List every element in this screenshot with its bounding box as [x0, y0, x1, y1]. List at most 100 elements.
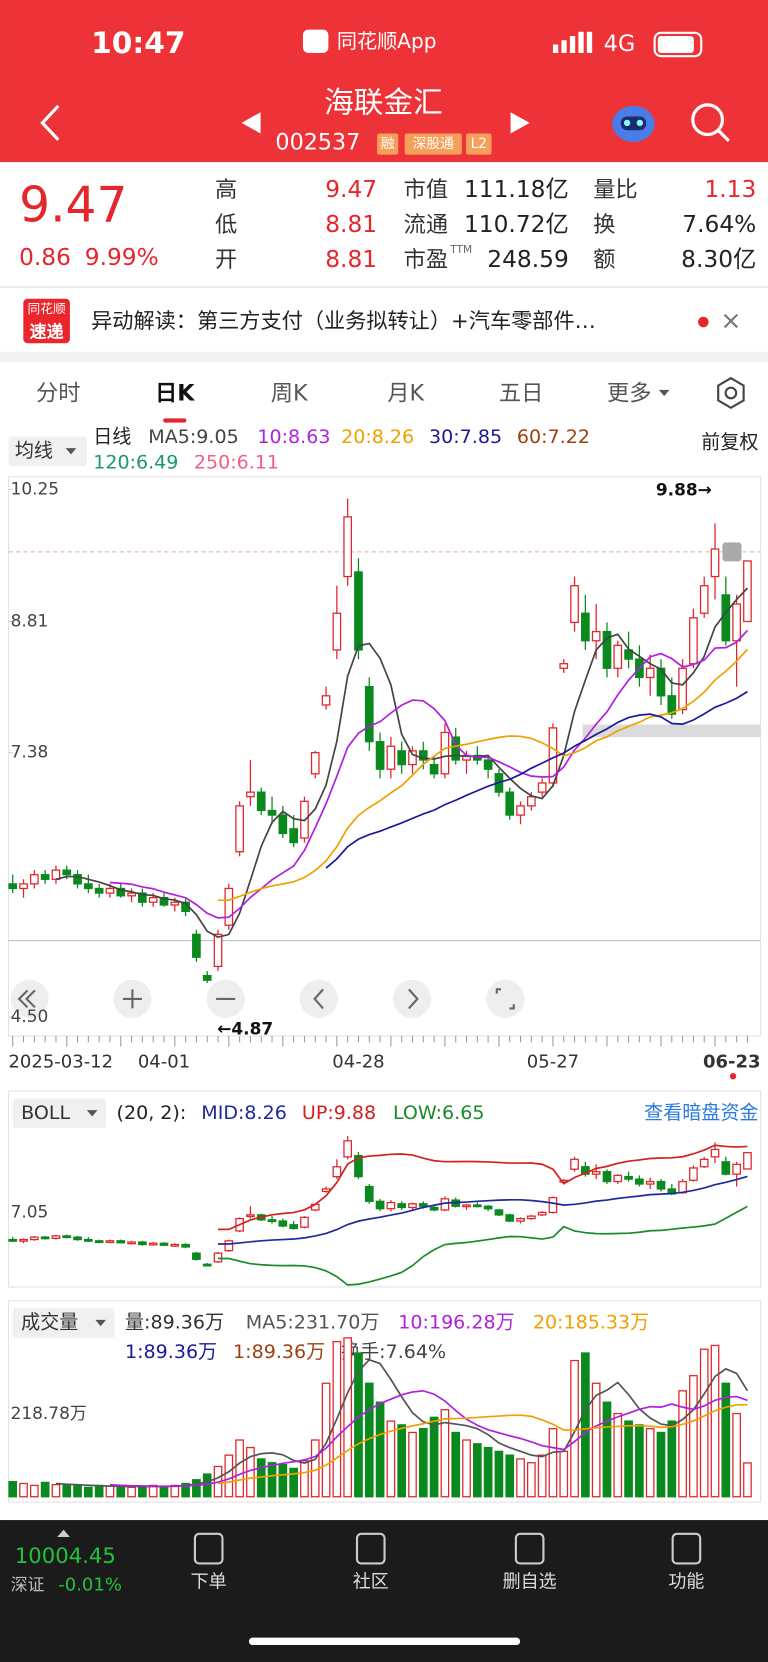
boll-candle-body — [386, 1201, 396, 1210]
volume-bar — [699, 1348, 709, 1498]
ma-line — [109, 629, 749, 919]
volume-bar — [667, 1420, 677, 1498]
chart-control-button[interactable] — [393, 979, 432, 1018]
tab[interactable]: 五日 — [499, 381, 543, 407]
volume-bar — [462, 1439, 471, 1498]
next-stock[interactable] — [510, 112, 530, 134]
volume-bar — [73, 1485, 82, 1498]
volume-ma-line — [217, 1403, 748, 1485]
volume-legend-item: 10:196.28万 — [398, 1312, 514, 1334]
boll-candle-body — [472, 1204, 482, 1208]
y-tick-label: 10.25 — [11, 478, 60, 498]
tag-box — [404, 133, 462, 155]
tab[interactable]: 日K — [155, 381, 195, 407]
nav-label[interactable]: 功能 — [668, 1572, 704, 1593]
boll-legend-item: MID:8.26 — [201, 1102, 287, 1124]
settings-icon[interactable] — [717, 376, 745, 410]
chart-control-button[interactable] — [486, 979, 525, 1018]
stat-label: 低 — [215, 212, 237, 238]
boll-candle-body — [73, 1236, 82, 1241]
boll-candle-body — [527, 1215, 536, 1220]
divider — [0, 286, 768, 289]
volume-bar — [732, 1412, 741, 1498]
news-text[interactable]: 异动解读：第三方支付（业务拟转让）+汽车零部件… — [91, 308, 596, 333]
boll-candle-body — [300, 1216, 309, 1228]
ma-legend-item: 20:8.26 — [341, 426, 414, 448]
volume-bar — [62, 1484, 72, 1498]
volume-bar — [494, 1450, 504, 1498]
boll-link[interactable]: 查看暗盘资金 — [644, 1102, 758, 1124]
volume-bar — [300, 1460, 309, 1498]
candle-body — [332, 612, 342, 651]
volume-legend-item: 1:89.36万 — [125, 1341, 217, 1363]
battery — [653, 31, 703, 58]
boll-legend-item: LOW:6.65 — [393, 1102, 484, 1124]
nav-icon[interactable] — [355, 1532, 386, 1565]
adjust[interactable]: 前复权 — [701, 431, 758, 453]
tab[interactable]: 更多 — [607, 381, 651, 407]
tag: 深股通 — [413, 136, 455, 152]
boll-candle-body — [94, 1240, 104, 1244]
volume-legend-item: 1:89.36万 — [233, 1341, 325, 1363]
boll-candle-body — [267, 1219, 277, 1223]
volume-bar — [721, 1382, 731, 1498]
boll-candle-body — [624, 1175, 633, 1180]
nav-label[interactable]: 下单 — [191, 1572, 227, 1593]
candle-body — [537, 782, 547, 793]
boll-candle-body — [51, 1235, 61, 1239]
tab[interactable]: 月K — [387, 381, 425, 407]
candle-body — [516, 805, 525, 816]
candle-body — [213, 933, 223, 968]
candle-body — [354, 571, 363, 651]
candle-body — [386, 745, 396, 770]
boll-candle-body — [364, 1185, 374, 1202]
stat-value: 111.18亿 — [464, 176, 569, 203]
ma-selector[interactable] — [8, 436, 87, 467]
chart-control-button[interactable] — [299, 979, 338, 1018]
tab[interactable]: 周K — [271, 381, 309, 407]
y-tick-label: 218.78万 — [11, 1403, 87, 1423]
boll-candle-body — [581, 1166, 590, 1175]
candle-body — [127, 892, 136, 897]
candle-body — [246, 791, 255, 798]
volume-bar — [375, 1401, 385, 1498]
candle-body — [527, 796, 536, 807]
nav-icon[interactable] — [514, 1532, 545, 1565]
volume-selector-label: 成交量 — [21, 1312, 78, 1334]
candle-body — [148, 897, 158, 903]
boll-candle-body — [537, 1211, 547, 1216]
nav-label[interactable]: 社区 — [353, 1572, 389, 1593]
nav-icon[interactable] — [671, 1532, 702, 1565]
settings-dot — [724, 386, 738, 400]
candle-body — [483, 759, 493, 770]
assistant[interactable] — [612, 105, 655, 142]
news-close[interactable] — [723, 313, 739, 329]
volume-bar — [84, 1486, 93, 1498]
nav-icon[interactable] — [193, 1532, 224, 1565]
stat-value: 9.47 — [325, 176, 377, 203]
period: 日线 — [93, 426, 131, 448]
boll-candle-body — [289, 1224, 298, 1230]
back-button[interactable] — [40, 104, 60, 141]
tab[interactable]: 分时 — [36, 381, 80, 407]
boll-candle-body — [40, 1236, 50, 1240]
tag-box — [377, 133, 399, 155]
volume-bar — [440, 1409, 450, 1498]
volume-selector[interactable] — [12, 1308, 115, 1338]
volume-bar — [710, 1344, 720, 1498]
stat-value: 248.59 — [487, 246, 569, 273]
prev-stock[interactable] — [241, 112, 261, 134]
index-name: 深证 — [11, 1575, 45, 1595]
search-button[interactable] — [691, 103, 725, 137]
candle-body — [84, 883, 93, 890]
chart-control-button[interactable] — [10, 979, 49, 1018]
candle-body — [710, 548, 720, 578]
stat-label: 流通 — [404, 212, 448, 238]
candle-body — [429, 763, 439, 775]
candle-body — [656, 667, 666, 697]
nav-label[interactable]: 删自选 — [503, 1572, 557, 1593]
control-icon — [17, 988, 515, 1010]
boll-selector[interactable] — [12, 1098, 106, 1129]
